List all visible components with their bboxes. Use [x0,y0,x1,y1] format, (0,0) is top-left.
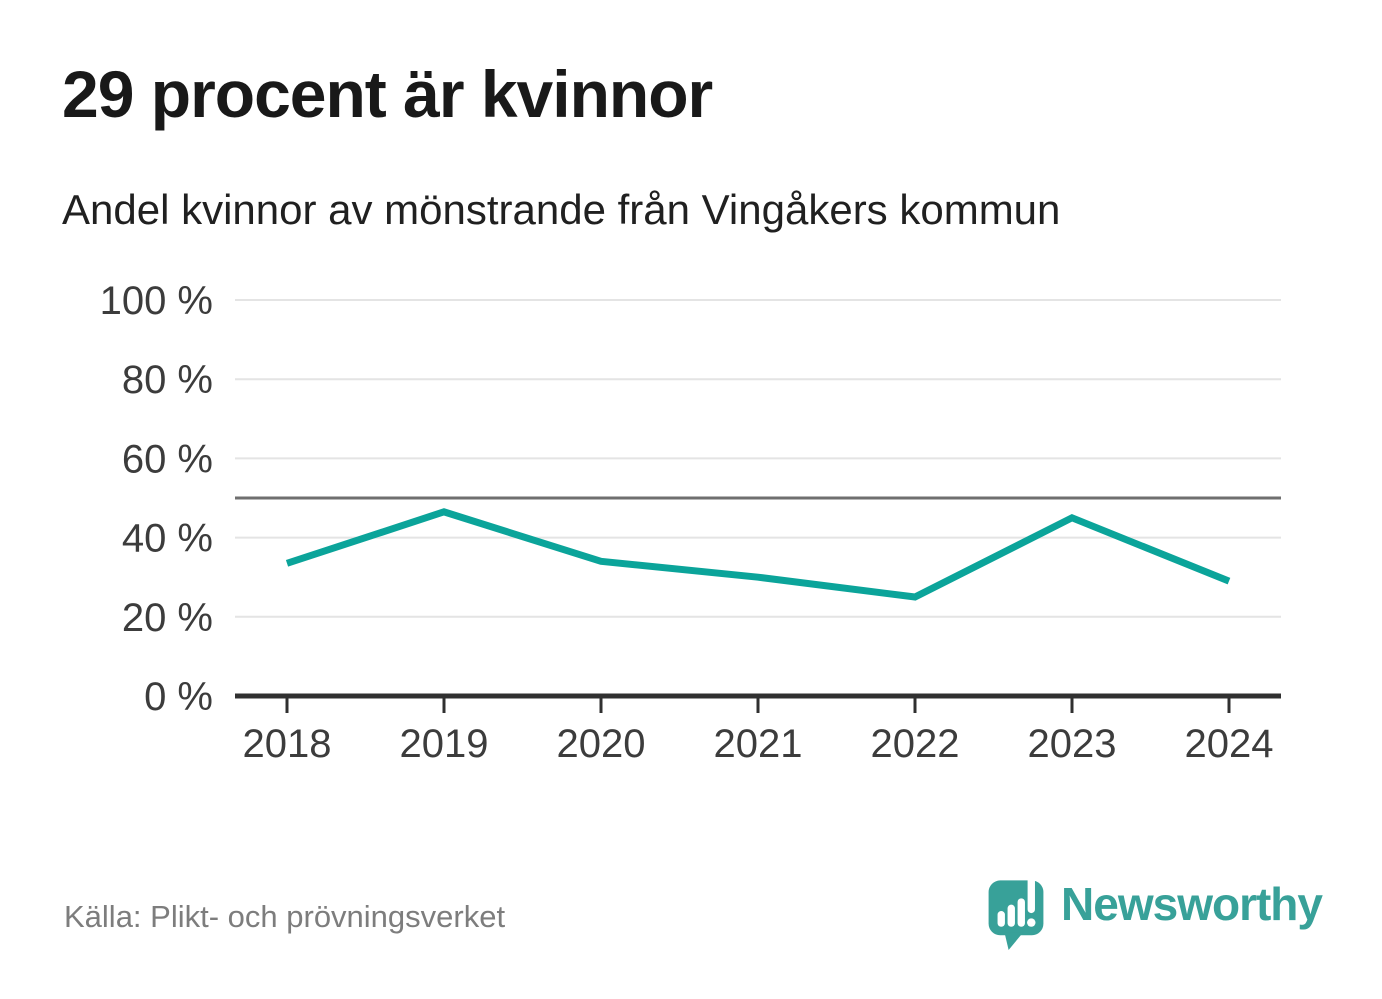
x-tick-label-2021: 2021 [714,722,803,766]
x-tick-label-2022: 2022 [871,722,960,766]
x-tick-label-2020: 2020 [557,722,646,766]
y-tick-label-0: 0 % [144,675,213,719]
page-title: 29 procent är kvinnor [62,57,713,131]
x-tick-label-2019: 2019 [400,722,489,766]
y-tick-label-100: 100 % [100,279,213,323]
x-tick-label-2024: 2024 [1185,722,1274,766]
line-chart-canvas: 0 % 20 % 40 % 60 % 80 % 100 % 2018 2019 2020 2021… [100,279,1281,766]
line-chart: 0 % 20 % 40 % 60 % 80 % 100 % 2018 2019 2020 2021… [0,260,1382,790]
data-line-andel-kvinnor-av-mönstrande [285,508,1231,601]
x-tick-label-2018: 2018 [243,722,332,766]
source-note: Källa: Plikt- och prövningsverket [64,899,506,934]
y-tick-label-20: 20 % [122,596,213,640]
y-tick-label-60: 60 % [122,437,213,481]
newsworthy-logo-icon [988,873,1044,950]
brand-lockup: Newsworthy [988,872,1323,950]
y-tick-label-80: 80 % [122,358,213,402]
brand-wordmark: Newsworthy [1061,878,1323,930]
x-tick-label-2023: 2023 [1028,722,1117,766]
chart-subtitle: Andel kvinnor av mönstrande från Vingåke… [62,186,1061,233]
y-tick-label-40: 40 % [122,517,213,561]
